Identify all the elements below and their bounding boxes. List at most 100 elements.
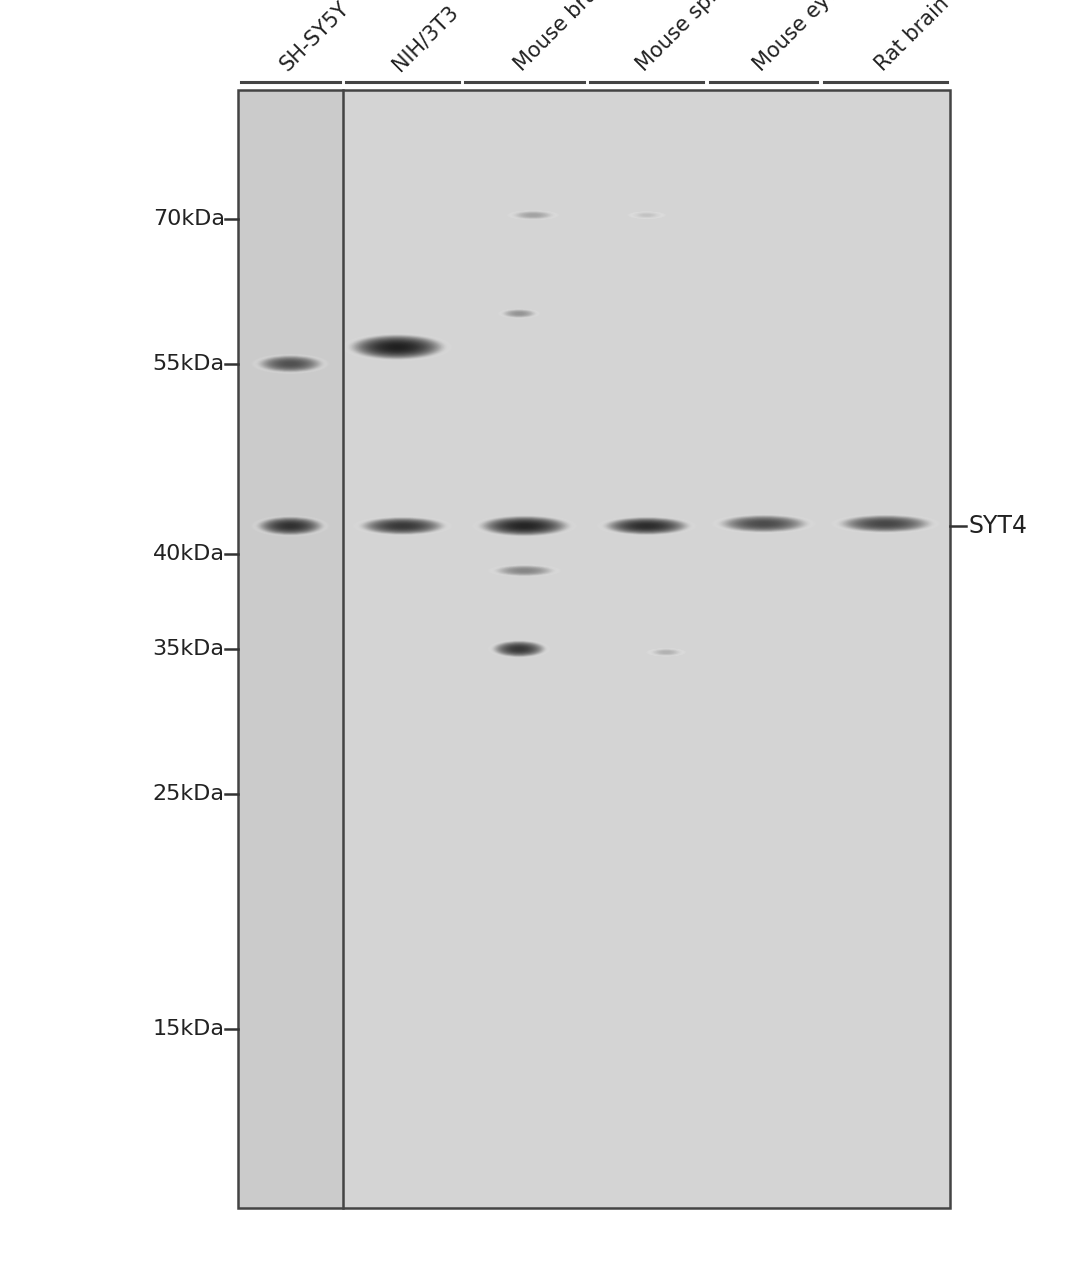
Ellipse shape bbox=[524, 213, 542, 217]
Ellipse shape bbox=[637, 213, 657, 217]
Ellipse shape bbox=[487, 518, 563, 535]
Ellipse shape bbox=[505, 567, 544, 574]
Ellipse shape bbox=[633, 212, 661, 218]
Ellipse shape bbox=[873, 522, 899, 526]
Ellipse shape bbox=[515, 212, 552, 218]
Ellipse shape bbox=[268, 519, 312, 532]
Ellipse shape bbox=[509, 311, 529, 316]
Ellipse shape bbox=[276, 522, 305, 529]
Ellipse shape bbox=[373, 520, 432, 532]
Ellipse shape bbox=[494, 641, 544, 657]
Ellipse shape bbox=[381, 522, 424, 531]
Ellipse shape bbox=[502, 310, 536, 317]
Ellipse shape bbox=[513, 211, 554, 220]
Ellipse shape bbox=[287, 364, 294, 365]
Ellipse shape bbox=[500, 520, 549, 532]
Ellipse shape bbox=[264, 518, 318, 533]
Ellipse shape bbox=[383, 522, 422, 529]
Ellipse shape bbox=[511, 568, 538, 573]
Ellipse shape bbox=[661, 651, 672, 654]
Ellipse shape bbox=[754, 522, 773, 526]
Ellipse shape bbox=[653, 649, 678, 655]
Ellipse shape bbox=[863, 519, 908, 528]
Ellipse shape bbox=[355, 517, 450, 536]
Ellipse shape bbox=[286, 524, 295, 527]
Ellipse shape bbox=[369, 339, 426, 355]
Ellipse shape bbox=[362, 518, 444, 535]
Ellipse shape bbox=[497, 642, 541, 655]
Ellipse shape bbox=[514, 648, 524, 650]
Ellipse shape bbox=[640, 524, 653, 527]
Text: SYT4: SYT4 bbox=[969, 514, 1028, 538]
Ellipse shape bbox=[608, 518, 685, 533]
Ellipse shape bbox=[522, 213, 545, 217]
Ellipse shape bbox=[363, 338, 431, 356]
Ellipse shape bbox=[511, 646, 527, 651]
Ellipse shape bbox=[266, 357, 314, 370]
Ellipse shape bbox=[503, 567, 545, 574]
Ellipse shape bbox=[254, 355, 327, 374]
Ellipse shape bbox=[634, 212, 660, 218]
Ellipse shape bbox=[513, 312, 525, 315]
Ellipse shape bbox=[266, 519, 314, 533]
Ellipse shape bbox=[639, 524, 654, 528]
Ellipse shape bbox=[659, 650, 674, 654]
Ellipse shape bbox=[526, 213, 540, 217]
Ellipse shape bbox=[509, 522, 541, 529]
Ellipse shape bbox=[349, 334, 445, 360]
Ellipse shape bbox=[880, 523, 891, 524]
Ellipse shape bbox=[643, 215, 651, 216]
Ellipse shape bbox=[510, 311, 529, 316]
Ellipse shape bbox=[878, 523, 893, 526]
Ellipse shape bbox=[282, 362, 298, 366]
Ellipse shape bbox=[644, 215, 650, 216]
Ellipse shape bbox=[629, 522, 664, 529]
Ellipse shape bbox=[480, 517, 569, 536]
Ellipse shape bbox=[501, 310, 537, 317]
Ellipse shape bbox=[357, 517, 447, 536]
Ellipse shape bbox=[482, 517, 568, 536]
Ellipse shape bbox=[627, 211, 665, 220]
Ellipse shape bbox=[262, 518, 319, 533]
Ellipse shape bbox=[381, 343, 413, 351]
Ellipse shape bbox=[270, 520, 311, 532]
Ellipse shape bbox=[516, 524, 532, 528]
Ellipse shape bbox=[511, 211, 555, 220]
Ellipse shape bbox=[757, 523, 770, 526]
Ellipse shape bbox=[503, 310, 535, 317]
Ellipse shape bbox=[634, 212, 659, 217]
Ellipse shape bbox=[268, 359, 312, 370]
Ellipse shape bbox=[516, 212, 550, 218]
Ellipse shape bbox=[753, 522, 774, 526]
Ellipse shape bbox=[496, 565, 554, 576]
Ellipse shape bbox=[390, 523, 416, 528]
Ellipse shape bbox=[872, 520, 900, 527]
Ellipse shape bbox=[759, 523, 768, 524]
Ellipse shape bbox=[845, 517, 927, 532]
Ellipse shape bbox=[870, 520, 901, 527]
Text: 15kDa: 15kDa bbox=[152, 1019, 225, 1040]
Ellipse shape bbox=[492, 519, 557, 533]
Ellipse shape bbox=[377, 520, 429, 531]
Ellipse shape bbox=[375, 520, 431, 532]
Ellipse shape bbox=[478, 515, 570, 536]
Ellipse shape bbox=[635, 213, 658, 217]
Ellipse shape bbox=[365, 518, 440, 533]
Ellipse shape bbox=[350, 335, 444, 360]
Ellipse shape bbox=[636, 524, 657, 528]
Ellipse shape bbox=[273, 522, 308, 531]
Ellipse shape bbox=[494, 519, 555, 533]
Ellipse shape bbox=[512, 523, 537, 528]
Ellipse shape bbox=[647, 648, 685, 657]
Ellipse shape bbox=[489, 564, 559, 577]
Ellipse shape bbox=[262, 356, 319, 371]
Ellipse shape bbox=[505, 310, 532, 317]
Ellipse shape bbox=[509, 645, 529, 653]
Ellipse shape bbox=[488, 564, 561, 577]
Ellipse shape bbox=[513, 312, 525, 315]
Ellipse shape bbox=[501, 567, 548, 574]
Ellipse shape bbox=[361, 517, 445, 535]
Ellipse shape bbox=[496, 519, 553, 532]
Ellipse shape bbox=[633, 523, 661, 529]
Ellipse shape bbox=[354, 515, 451, 536]
